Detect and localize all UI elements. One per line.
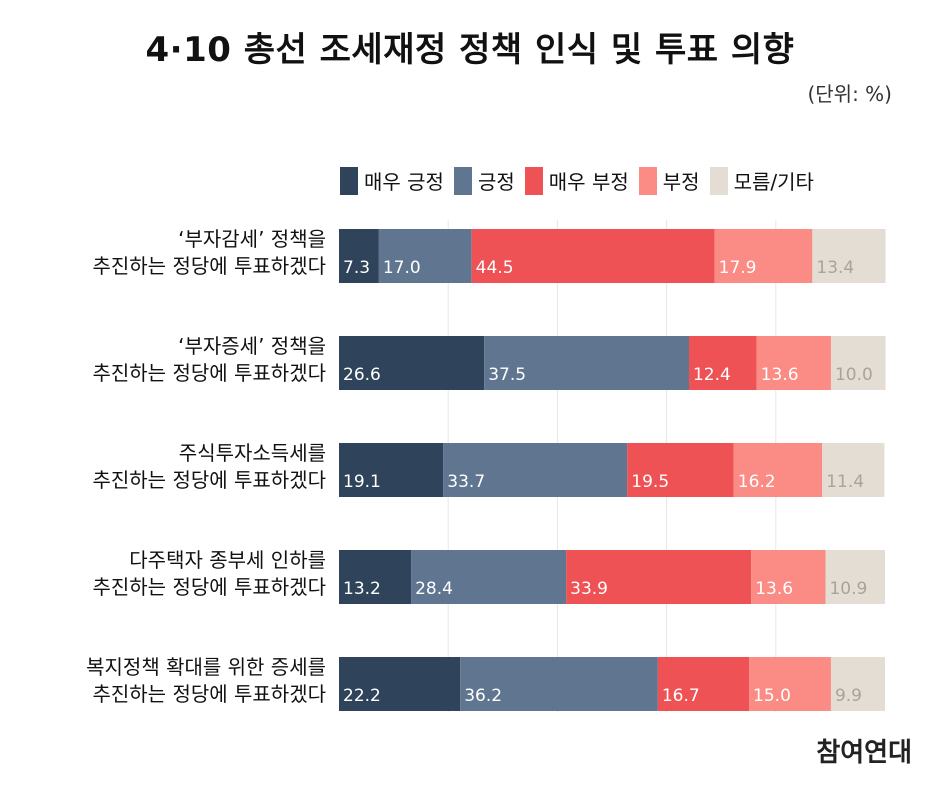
category-label: 추진하는 정당에 투표하겠다: [92, 575, 326, 599]
bar-segment: [378, 229, 472, 283]
legend-swatch: [638, 166, 657, 195]
bar-segment: [822, 443, 885, 497]
data-label: 19.1: [343, 472, 381, 492]
bar-segment: [339, 229, 379, 283]
category-label: 추진하는 정당에 투표하겠다: [92, 468, 326, 492]
data-label: 22.2: [343, 686, 381, 706]
data-label: 19.5: [631, 472, 669, 492]
bar-segment: [339, 443, 444, 497]
bar-segment: [749, 657, 831, 711]
data-label: 13.2: [343, 579, 381, 599]
bar-segment: [627, 443, 734, 497]
category-label: ‘부자증세’ 정책을: [178, 334, 326, 358]
data-label: 10.9: [829, 579, 867, 599]
chart-title: 4·10 총선 조세재정 정책 인식 및 투표 의향: [145, 30, 795, 70]
bar-segment: [339, 336, 485, 390]
bar-segment: [830, 657, 885, 711]
data-label: 16.7: [662, 686, 700, 706]
data-label: 28.4: [415, 579, 453, 599]
data-label: 9.9: [835, 686, 862, 706]
bar-segment: [471, 229, 715, 283]
legend-item: 부정: [638, 166, 700, 195]
bar-segment: [411, 550, 567, 604]
data-label: 17.9: [719, 258, 757, 278]
bar-segment: [484, 336, 689, 390]
data-label: 10.0: [835, 365, 873, 385]
legend-swatch: [453, 166, 472, 195]
legend-label: 매우 긍정: [364, 170, 444, 194]
legend-label: 부정: [662, 170, 700, 194]
data-label: 26.6: [343, 365, 381, 385]
bar-segment: [566, 550, 752, 604]
legend-swatch: [709, 166, 728, 195]
category-label: 주식투자소득세를: [179, 441, 326, 465]
logo: 참여연대: [816, 738, 912, 768]
bar-segment: [733, 443, 823, 497]
data-label: 13.6: [761, 365, 799, 385]
category-label: 복지정책 확대를 위한 증세를: [86, 655, 326, 679]
category-label: 추진하는 정당에 투표하겠다: [92, 361, 326, 385]
legend-swatch: [340, 166, 358, 195]
data-label: 33.7: [447, 472, 485, 492]
bar-segment: [688, 336, 757, 390]
bar-segment: [812, 229, 886, 283]
data-label: 12.4: [693, 365, 731, 385]
data-label: 36.2: [464, 686, 502, 706]
bar-segment: [756, 336, 831, 390]
data-label: 16.2: [738, 472, 776, 492]
bar-segment: [460, 657, 658, 711]
bar-segment: [339, 657, 461, 711]
category-label: 추진하는 정당에 투표하겠다: [92, 254, 326, 278]
data-label: 7.3: [343, 258, 370, 278]
data-label: 11.4: [826, 472, 864, 492]
bar-segment: [830, 336, 886, 390]
data-label: 15.0: [753, 686, 791, 706]
bar-segment: [339, 550, 412, 604]
category-label: 추진하는 정당에 투표하겠다: [92, 682, 326, 706]
legend: 매우 긍정 긍정 매우 부정 부정 모름/기타: [340, 166, 824, 195]
data-label: 44.5: [476, 258, 514, 278]
legend-label: 모름/기타: [733, 170, 814, 194]
bar-segment: [443, 443, 628, 497]
bar-segment: [825, 550, 885, 604]
data-label: 17.0: [383, 258, 421, 278]
legend-label: 매우 부정: [548, 170, 629, 194]
legend-item: 긍정: [453, 166, 515, 195]
category-label: ‘부자감세’ 정책을: [178, 227, 326, 251]
category-label: 다주택자 종부세 인하를: [129, 548, 326, 572]
legend-item: 모름/기타: [709, 166, 814, 195]
legend-item: 매우 긍정: [340, 166, 444, 195]
legend-label: 긍정: [477, 170, 515, 194]
legend-item: 매우 부정: [524, 166, 629, 195]
data-label: 13.6: [755, 579, 793, 599]
unit-label: (단위: %): [807, 82, 892, 106]
data-label: 33.9: [570, 579, 608, 599]
data-label: 37.5: [488, 365, 526, 385]
bar-segment: [657, 657, 750, 711]
legend-swatch: [524, 166, 543, 195]
bar-segment: [751, 550, 826, 604]
data-label: 13.4: [816, 258, 854, 278]
bar-segment: [714, 229, 813, 283]
